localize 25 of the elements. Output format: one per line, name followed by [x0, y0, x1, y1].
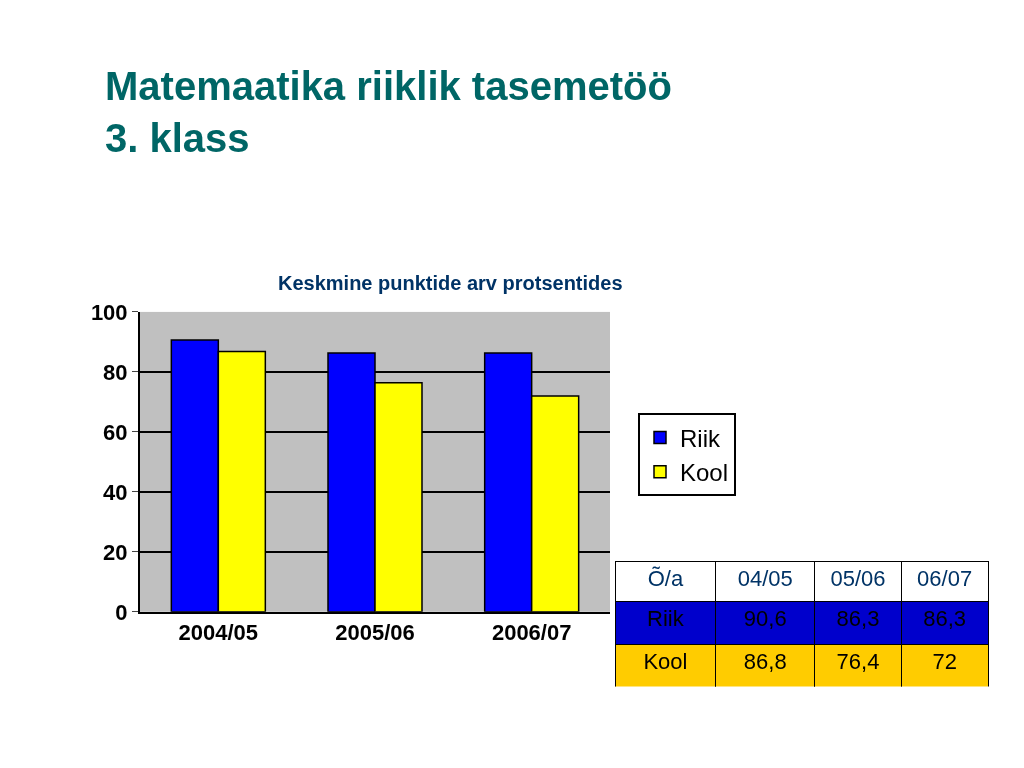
y-tick-label: 100 — [90, 299, 128, 325]
text: 86,3 — [836, 606, 880, 632]
y-tick-label: 40 — [103, 479, 128, 505]
y-tick-label: 20 — [103, 539, 128, 565]
text: 72 — [932, 649, 957, 675]
y-tick-label: 80 — [103, 359, 128, 385]
legend-label: Riik — [680, 424, 721, 452]
y-tick-label: 60 — [103, 419, 128, 445]
y-tick-label: 0 — [115, 599, 128, 625]
text: 86,3 — [923, 606, 967, 632]
text: Riik — [647, 606, 684, 632]
text: 05/06 — [830, 566, 886, 592]
text: 04/05 — [737, 566, 793, 592]
text: 86,8 — [743, 649, 787, 675]
text: 90,6 — [743, 606, 787, 632]
text: 76,4 — [836, 649, 880, 675]
text: 06/07 — [917, 566, 973, 592]
x-tick-label: 2004/05 — [178, 620, 259, 646]
chart-subtitle: Keskmine punktide arv protsentides — [278, 272, 623, 294]
x-tick-label: 2006/07 — [491, 620, 572, 646]
text: Kool — [643, 649, 688, 675]
x-tick-label: 2005/06 — [335, 620, 415, 646]
legend-label: Kool — [680, 459, 729, 487]
chart-title: Matemaatika riiklik tasemetöö 3. klass — [105, 64, 672, 160]
text: Õ/a — [647, 566, 684, 592]
